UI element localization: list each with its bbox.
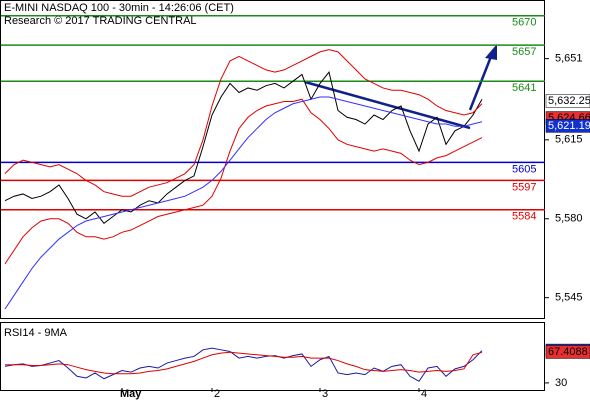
y-tick-label: 30 [555, 377, 567, 389]
level-label: 5670 [512, 17, 536, 29]
level-label: 5597 [512, 181, 536, 193]
price-box [545, 94, 590, 108]
arrow-head [485, 44, 497, 60]
y-tick-label: 5,545 [555, 292, 583, 304]
price-box [545, 345, 590, 359]
main-frame [0, 0, 545, 319]
level-label: 5641 [512, 82, 536, 94]
price-box [545, 119, 590, 133]
chart-subtitle: Research © 2017 TRADING CENTRAL [4, 15, 197, 27]
x-tick-label: May [120, 388, 142, 400]
price-label: 5,621.19 [548, 120, 590, 132]
trendline [304, 80, 471, 130]
y-tick-label: 5,615 [555, 134, 583, 146]
series-line [4, 98, 483, 265]
y-tick-label: 5,651 [555, 53, 583, 65]
rsi-frame [0, 322, 545, 391]
price-label: 5,632.25 [548, 95, 590, 107]
level-label: 5605 [512, 163, 536, 175]
level-label: 5584 [512, 211, 536, 223]
series-line [5, 351, 483, 375]
y-tick-label: 5,580 [555, 213, 583, 225]
series-line [4, 71, 483, 224]
x-tick-label: 2 [214, 388, 220, 400]
price-label: 67.4088 [548, 346, 588, 358]
series-line [4, 347, 483, 382]
chart-title: E-MINI NASDAQ 100 - 30min - 14:26:06 (CE… [4, 2, 234, 14]
forecast-arrow [468, 53, 494, 111]
series-line [4, 96, 483, 310]
level-label: 5657 [512, 46, 536, 58]
x-tick-label: 3 [322, 388, 328, 400]
x-tick-label: 4 [421, 388, 427, 400]
rsi-title: RSI14 - 9MA [4, 327, 68, 339]
series-line [4, 49, 483, 197]
